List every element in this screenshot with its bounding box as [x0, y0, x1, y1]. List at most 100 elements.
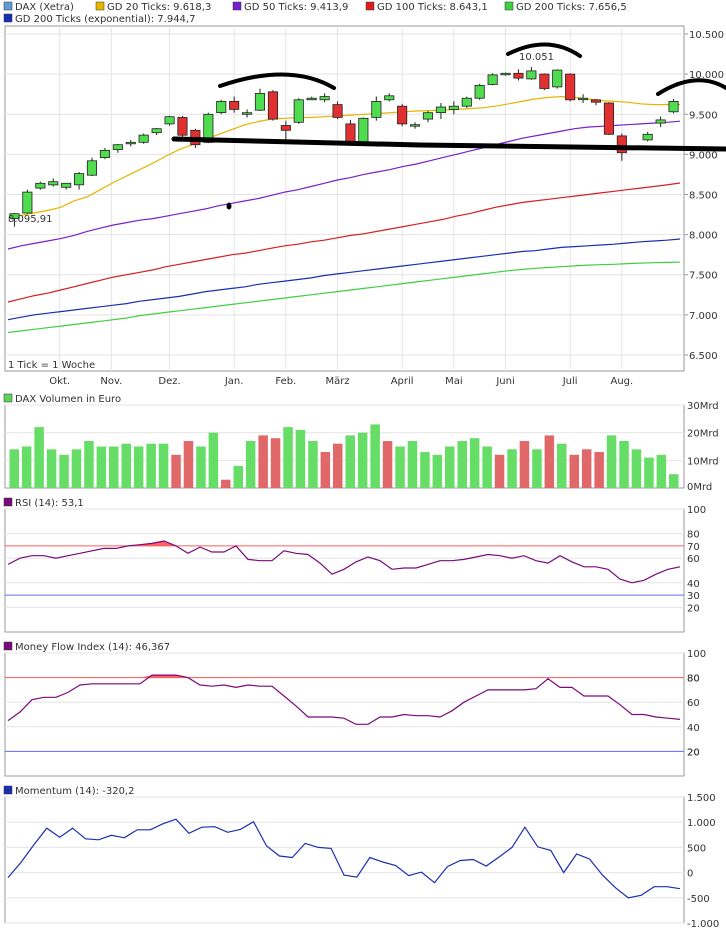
candle-body-44 — [578, 97, 589, 101]
rsi-ref-label-1: 30 — [687, 591, 700, 602]
momentum-ytick-label-1: -500 — [687, 894, 710, 905]
volume-bar-15 — [196, 446, 206, 488]
volume-bar-23 — [295, 429, 306, 488]
volume-bar-42 — [532, 449, 542, 488]
mfi-legend-label-0: Money Flow Index (14): 46,367 — [15, 642, 170, 653]
volume-bar-45 — [569, 454, 579, 488]
candle-body-29 — [384, 95, 395, 101]
rsi-ytick-label-3: 80 — [687, 530, 700, 541]
momentum-polyline — [7, 818, 681, 899]
momentum-ytick-label-2: 0 — [687, 869, 693, 880]
mfi-ytick-label-0: 20 — [687, 747, 700, 758]
month-label-9: Juli — [562, 376, 578, 387]
arc-left-shoulder — [218, 72, 336, 90]
volume-bar-43 — [544, 435, 555, 488]
price-ytick-label-3: 8.000 — [689, 231, 718, 242]
candle-body-40 — [526, 70, 537, 80]
price-legend-label-0: DAX (Xetra) — [15, 2, 74, 13]
price-legend-label-5: GD 200 Ticks (exponential): 7.944,7 — [15, 14, 195, 25]
mfi-ytick-label-4: 100 — [687, 649, 706, 660]
price-ytick-label-8: 10.500 — [689, 30, 724, 41]
mfi-line — [7, 674, 681, 725]
candle-body-41 — [539, 73, 550, 89]
volume-bar-18 — [233, 465, 243, 488]
momentum-ytick-label-5: 1.500 — [687, 793, 716, 804]
price-legend-swatch-2 — [232, 1, 242, 11]
volume-bar-3 — [46, 449, 57, 488]
price-legend-label-2: GD 50 Ticks: 9.413,9 — [244, 2, 348, 13]
volume-bar-36 — [457, 441, 467, 488]
volume-bar-53 — [669, 474, 679, 488]
volume-bar-30 — [382, 441, 393, 488]
month-label-5: März — [325, 376, 349, 387]
price-legend-swatch-1 — [95, 1, 105, 11]
candle-body-33 — [435, 106, 446, 113]
mfi-overbought-fill-13 — [164, 675, 176, 678]
volume-bar-38 — [482, 446, 492, 488]
price-ytick-label-2: 7.500 — [689, 271, 718, 282]
price-legend-swatch-3 — [365, 1, 375, 11]
month-label-6: April — [391, 376, 414, 387]
gd100-line — [7, 182, 681, 303]
volume-bar-1 — [21, 446, 32, 488]
volume-bar-47 — [594, 452, 604, 488]
candle-body-23 — [306, 97, 317, 101]
volume-bar-20 — [258, 435, 268, 488]
candle-body-15 — [203, 113, 214, 143]
candle-body-20 — [267, 91, 278, 120]
candle-body-35 — [461, 97, 472, 107]
momentum-ytick-label-3: 500 — [687, 843, 706, 854]
mfi-panel: Money Flow Index (14): 46,367 20 40 60 80 10… — [3, 641, 706, 777]
volume-bar-39 — [494, 454, 505, 488]
candle-body-21 — [280, 125, 291, 131]
mfi-legend-swatch-0 — [3, 641, 13, 651]
price-drawings — [171, 42, 726, 210]
candle-body-7 — [99, 149, 111, 158]
volume-bar-26 — [333, 443, 343, 488]
mfi-legend: Money Flow Index (14): 46,367 — [3, 641, 170, 653]
momentum-legend-label-0: Momentum (14): -320,2 — [15, 786, 134, 797]
volume-bar-22 — [283, 427, 293, 488]
price-legend-swatch-0 — [3, 1, 13, 11]
volume-bar-51 — [644, 457, 654, 488]
gd200-exp-line — [7, 238, 681, 321]
volume-bar-16 — [208, 432, 219, 488]
mfi-ref-label-1: 20 — [687, 747, 700, 758]
volume-bar-44 — [557, 443, 567, 488]
volume-bar-52 — [656, 454, 667, 488]
volume-bar-40 — [507, 449, 517, 488]
price-legend-label-3: GD 100 Ticks: 8.643,1 — [377, 2, 488, 13]
volume-bar-21 — [270, 438, 281, 488]
dot-mark — [226, 202, 232, 210]
mfi-polyline — [7, 674, 681, 725]
candle-body-13 — [177, 117, 188, 136]
month-label-3: Jan. — [224, 376, 244, 387]
mfi-ytick-label-1: 40 — [687, 723, 700, 734]
volume-bar-27 — [345, 435, 355, 488]
volume-panel: DAX Volumen in Euro 0Mrd 10Mrd 20Mrd 30Mrd — [3, 393, 719, 493]
candle-body-27 — [358, 117, 369, 143]
candle-body-19 — [254, 93, 266, 111]
tick-note: 1 Tick = 1 Woche — [8, 360, 95, 371]
candle-body-43 — [565, 73, 576, 101]
candle-body-38 — [500, 72, 511, 76]
gd200-line — [7, 261, 681, 334]
candle-body-6 — [86, 160, 98, 176]
price-legend: DAX (Xetra) GD 20 Ticks: 9.618,3 GD 50 Tic… — [3, 1, 627, 25]
candle-body-31 — [409, 124, 421, 127]
volume-bar-13 — [171, 454, 181, 488]
candle-body-22 — [293, 99, 304, 123]
volume-bar-0 — [9, 449, 19, 488]
candle-body-25 — [332, 104, 343, 118]
candle-body-5 — [74, 173, 85, 186]
momentum-ytick-label-4: 1.000 — [687, 818, 716, 829]
mfi-overbought-fill-12 — [152, 675, 164, 678]
candle-body-42 — [552, 69, 563, 88]
volume-ytick-label-2: 20Mrd — [687, 429, 719, 440]
volume-bar-14 — [183, 441, 194, 488]
candle-body-34 — [448, 105, 459, 110]
candle-body-32 — [422, 112, 433, 120]
volume-bar-17 — [221, 479, 231, 488]
rsi-polyline — [7, 540, 681, 584]
price-ytick-label-1: 7.000 — [689, 311, 718, 322]
